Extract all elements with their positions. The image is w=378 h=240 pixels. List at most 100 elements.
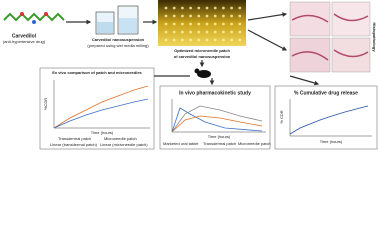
- microneedle: [189, 30, 193, 34]
- histology-image: [331, 1, 371, 37]
- patch-photo: [158, 0, 246, 46]
- microneedle: [181, 6, 184, 10]
- microneedle: [164, 22, 168, 26]
- arrow: [289, 75, 320, 86]
- microneedle: [213, 22, 217, 26]
- microneedle: [172, 22, 176, 26]
- microneedle: [238, 30, 242, 34]
- drug-name: Carvedilol: [12, 33, 37, 39]
- nanosuspension-name: Carvedilol nanosuspension: [92, 37, 145, 42]
- microneedle: [164, 30, 168, 34]
- panel-title: % Cumulative drug release: [294, 90, 358, 96]
- microneedle: [238, 6, 242, 10]
- x-label: Time (hours): [91, 130, 114, 135]
- legend-entry: Transdermal patch: [203, 141, 236, 146]
- legend-entry: Marketed oral tablet: [163, 141, 199, 146]
- arrow: [247, 12, 288, 21]
- legend-entry: Microneedle patch: [104, 136, 137, 141]
- beaker-liquid: [119, 18, 137, 33]
- panel-title: Ex vivo comparison of patch and micronee…: [52, 70, 142, 75]
- microneedle: [213, 6, 217, 10]
- series-line: [171, 107, 263, 133]
- microneedle: [230, 22, 234, 26]
- microneedle: [164, 6, 168, 10]
- legend-entry: Microneedle patch: [238, 141, 271, 146]
- microneedle: [181, 22, 184, 26]
- legend-entry: Transdermal patch: [58, 136, 91, 141]
- atom: [44, 12, 48, 16]
- panel-title: In vivo pharmacokinetic study: [179, 90, 251, 96]
- body: {"top": { "drug": {"name": "Carvedilol",…: [2, 0, 378, 150]
- microneedle: [238, 38, 242, 42]
- microneedle: [222, 38, 225, 42]
- series-line: [171, 105, 263, 133]
- graphical-abstract: Carvedilol (anti-hypertensive drug) Carv…: [3, 0, 378, 150]
- tissue: [291, 13, 369, 61]
- microneedle: [197, 6, 201, 10]
- x-label: Time (hours): [320, 139, 343, 144]
- microneedle: [205, 38, 209, 42]
- microneedle: [213, 30, 217, 34]
- microneedle: [213, 14, 217, 18]
- histology-image: [331, 37, 371, 73]
- microneedle: [181, 38, 184, 42]
- microneedle: [164, 14, 168, 18]
- series-line: [53, 85, 149, 129]
- mouse-icon: [194, 68, 200, 74]
- y-label: %CDR: [43, 98, 48, 110]
- microneedle: [172, 6, 176, 10]
- microneedles: [164, 6, 242, 42]
- patch-line2: of carvedilol nanosuspension: [174, 54, 231, 59]
- x-label: Time (hours): [208, 134, 231, 139]
- legend-entry: Linear (microneedle patch): [100, 142, 148, 147]
- microneedle: [172, 14, 176, 18]
- microneedle: [238, 14, 242, 18]
- microneedle: [189, 6, 193, 10]
- microneedle: [222, 22, 225, 26]
- page: Carvedilol microneedle patch graphical a…: [2, 0, 378, 150]
- beaker-liquid: [97, 22, 113, 33]
- microneedle: [189, 14, 193, 18]
- panel: [274, 85, 378, 150]
- microneedle: [205, 22, 209, 26]
- y-label: % CDR: [279, 110, 284, 123]
- series-line: [289, 105, 369, 135]
- microneedle: [181, 14, 184, 18]
- microneedle: [197, 30, 201, 34]
- microneedle: [197, 38, 201, 42]
- molecule: [3, 12, 65, 22]
- microneedle: [230, 30, 234, 34]
- microneedle: [197, 14, 201, 18]
- legend-entry: Linear (transdermal patch): [50, 142, 98, 147]
- microneedle: [213, 38, 217, 42]
- microneedle: [172, 30, 176, 34]
- microneedle: [205, 14, 209, 18]
- microneedle: [189, 38, 193, 42]
- panel: [39, 67, 155, 150]
- microneedle: [230, 6, 234, 10]
- atom: [20, 12, 24, 16]
- series-line: [53, 98, 149, 129]
- atom: [32, 20, 36, 24]
- microneedle: [181, 30, 184, 34]
- histology-image: [289, 37, 331, 73]
- microneedle: [164, 38, 168, 42]
- microneedle: [230, 14, 234, 18]
- series-line: [171, 115, 263, 133]
- nanosuspension-note: (prepared using wet media milling): [87, 43, 149, 48]
- microneedle: [222, 6, 225, 10]
- drug-note: (anti-hypertensive drug): [3, 39, 46, 44]
- mouse-icon: [197, 70, 211, 78]
- microneedle: [238, 22, 242, 26]
- microneedle: [222, 30, 225, 34]
- microneedle: [189, 22, 193, 26]
- microneedle: [205, 6, 209, 10]
- microneedle: [222, 14, 225, 18]
- microneedle: [230, 38, 234, 42]
- microneedle: [205, 30, 209, 34]
- histology-label: Histopathology: [372, 22, 377, 52]
- patch-line1: Optimized microneedle patch: [174, 48, 230, 53]
- microneedle: [172, 38, 176, 42]
- microneedle: [197, 22, 201, 26]
- arrow: [247, 29, 288, 51]
